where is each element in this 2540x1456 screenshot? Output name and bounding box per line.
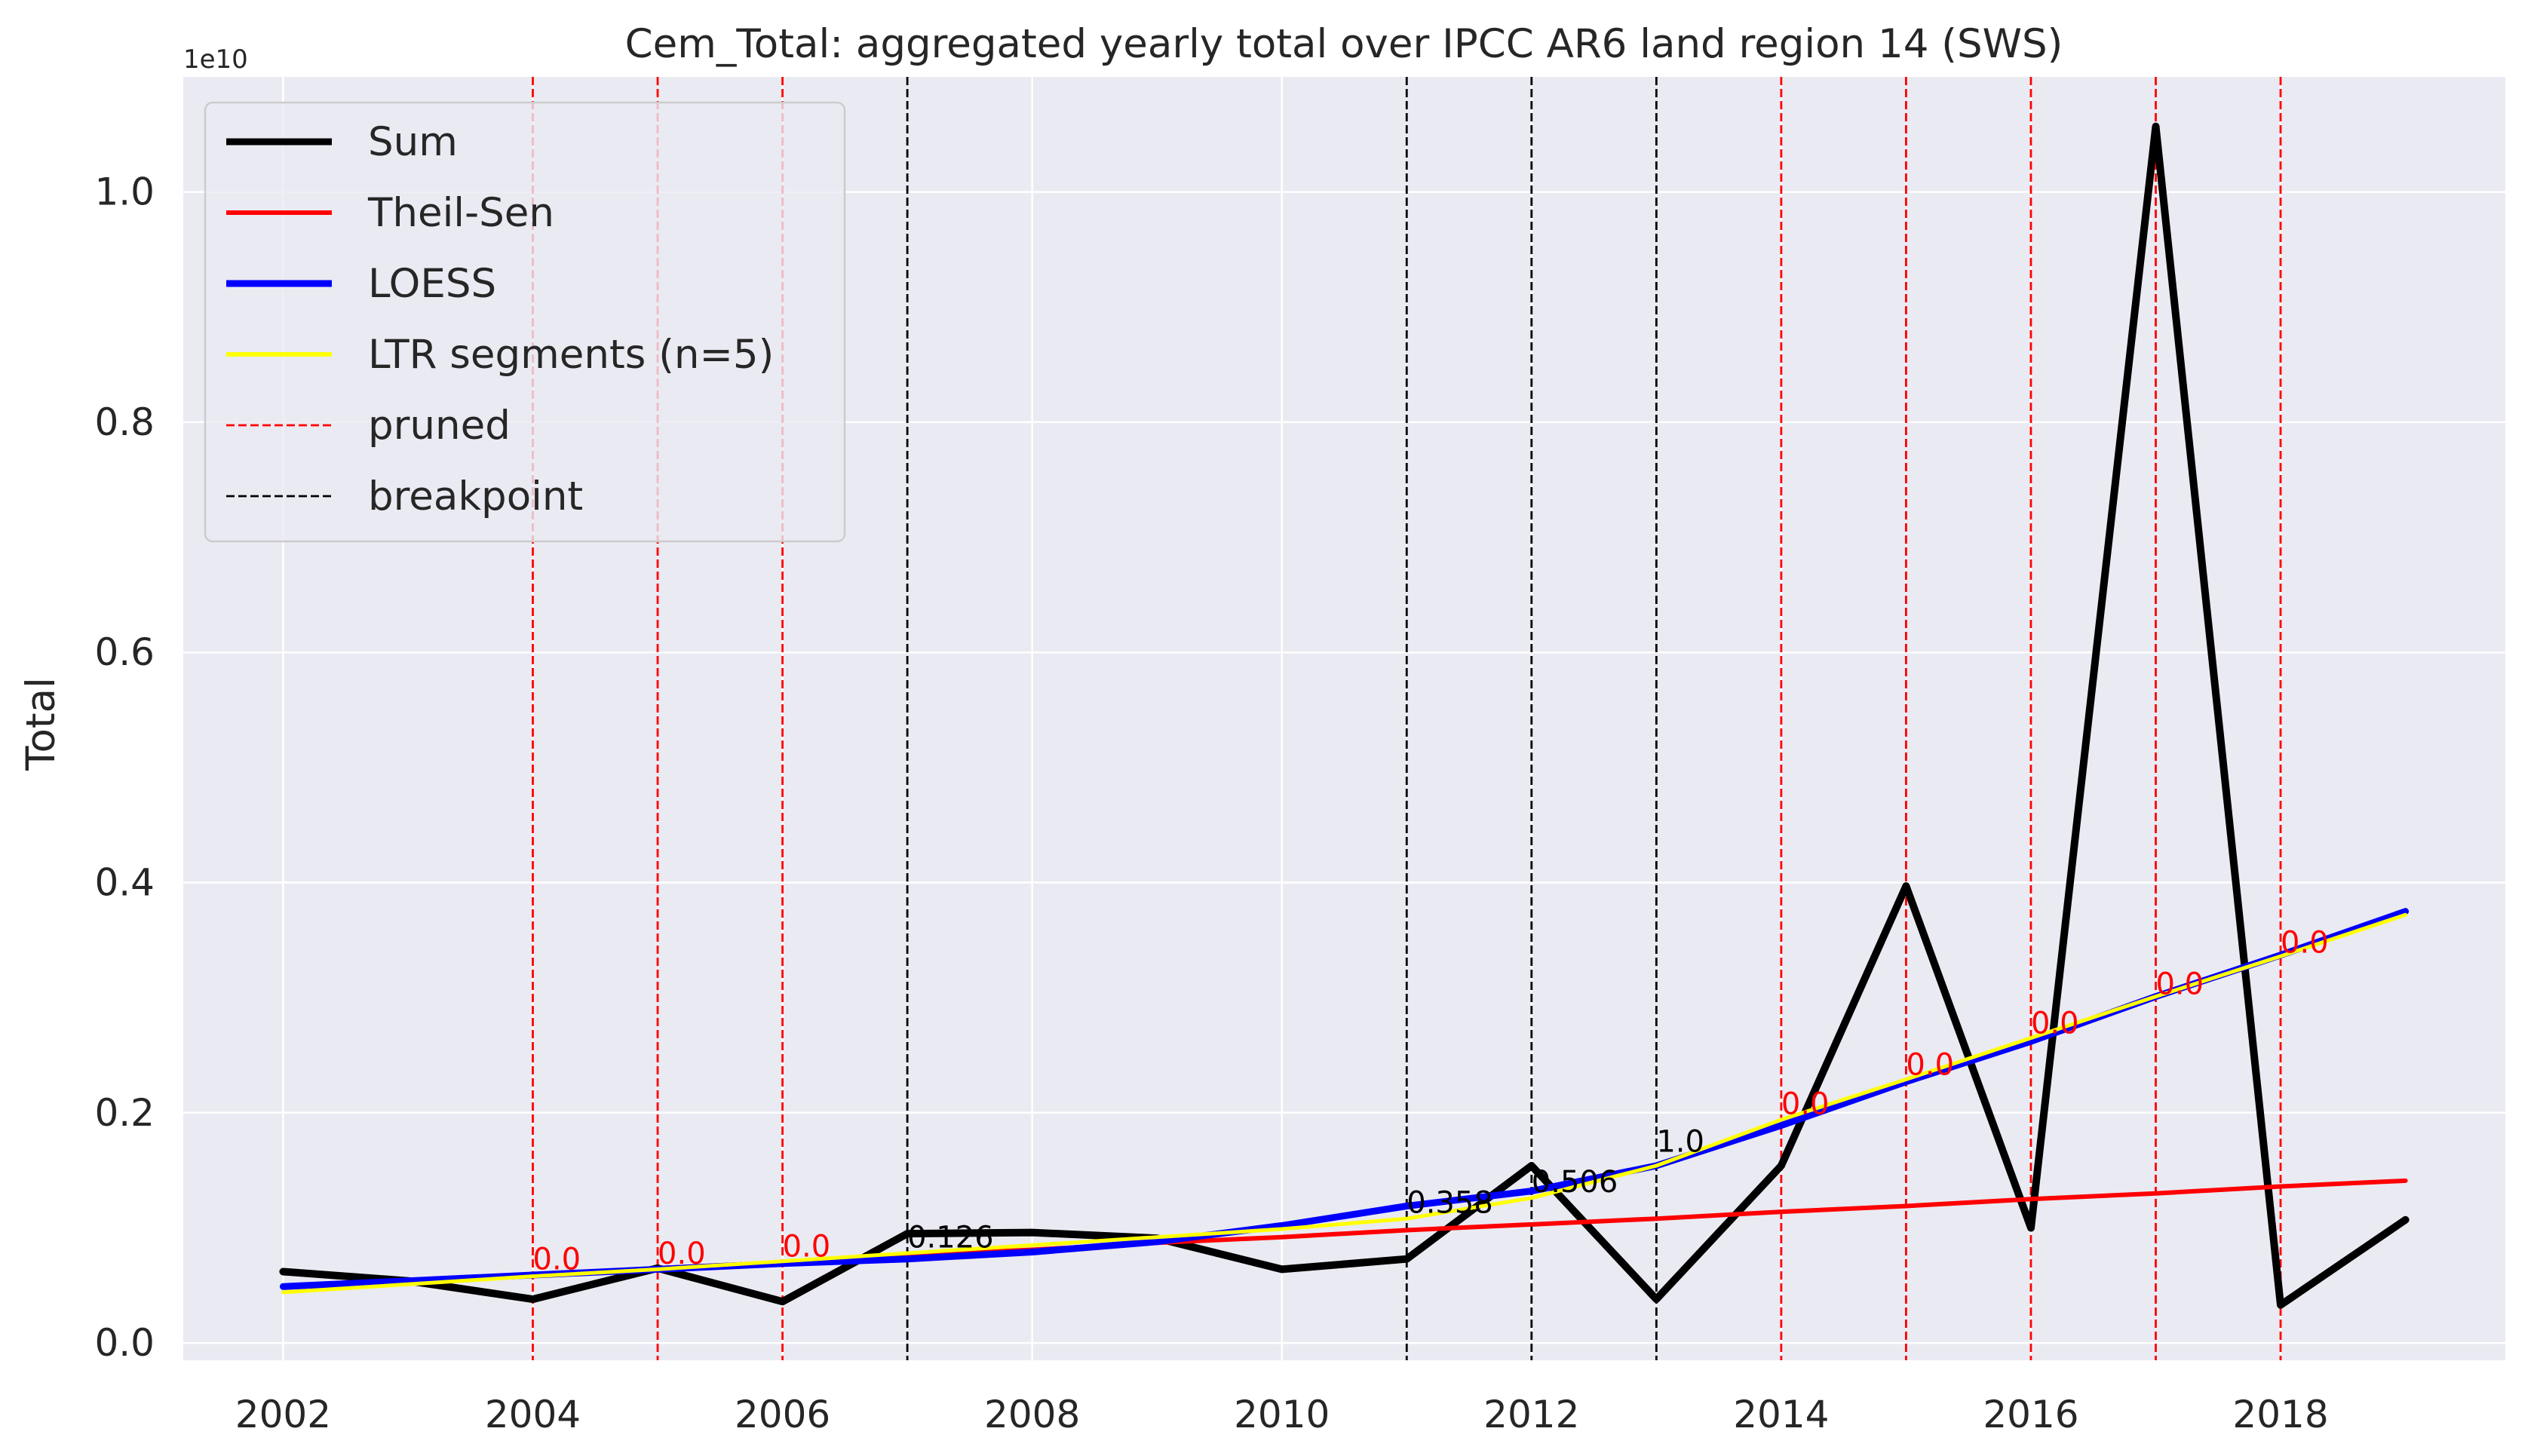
pruned-annotation: 0.0 <box>2281 926 2329 961</box>
x-tick-label: 2006 <box>735 1393 830 1436</box>
legend-label: LOESS <box>368 261 496 307</box>
x-tick-label: 2016 <box>1983 1393 2078 1436</box>
breakpoint-annotation: 1.0 <box>1656 1125 1704 1160</box>
legend-label: pruned <box>368 403 511 449</box>
y-tick-label: 1.0 <box>94 170 155 214</box>
pruned-annotation: 0.0 <box>1906 1047 1954 1082</box>
legend-label: Sum <box>368 119 458 165</box>
x-tick-labels: 2002 2004 2006 2008 2010 2012 2014 2016 2018 <box>235 1393 2329 1436</box>
series-lines <box>279 122 2410 1309</box>
x-tick-label: 2002 <box>235 1393 331 1436</box>
legend-label: Theil-Sen <box>367 190 554 236</box>
pruned-annotation: 0.0 <box>658 1237 706 1271</box>
breakpoint-annotation: 0.358 <box>1407 1186 1493 1221</box>
legend-label: LTR segments (n=5) <box>368 332 774 378</box>
y-axis-label: Total <box>18 677 64 771</box>
breakpoint-annotation: 0.506 <box>1532 1165 1618 1200</box>
pruned-annotation: 0.0 <box>2031 1006 2079 1041</box>
reference-lines <box>532 77 2282 1360</box>
x-tick-label: 2012 <box>1483 1393 1579 1436</box>
y-tick-label: 0.0 <box>94 1321 155 1365</box>
legend-label: breakpoint <box>368 474 583 520</box>
x-tick-label: 2014 <box>1733 1393 1829 1436</box>
y-tick-label: 0.4 <box>94 861 155 905</box>
x-tick-label: 2008 <box>984 1393 1080 1436</box>
chart-title: Cem_Total: aggregated yearly total over … <box>625 21 2063 67</box>
legend-box <box>204 101 846 543</box>
pruned-annotation: 0.0 <box>1781 1087 1830 1121</box>
line-annotations: 0.0 0.0 0.0 0.0 0.0 0.0 0.0 0.0 0.126 0.358 0.506 1… <box>533 926 2329 1277</box>
legend: Sum Theil-Sen LOESS LTR segments (n=5) prune… <box>204 101 846 543</box>
x-tick-label: 2010 <box>1234 1393 1330 1436</box>
pruned-annotation: 0.0 <box>533 1242 581 1277</box>
y-tick-label: 0.2 <box>94 1091 155 1135</box>
y-offset-label: 1e10 <box>183 44 248 75</box>
pruned-annotation: 0.0 <box>2155 967 2204 1002</box>
breakpoint-annotation: 0.126 <box>907 1220 994 1255</box>
pruned-annotation: 0.0 <box>783 1230 831 1264</box>
ltr-segments-line <box>281 912 2408 1295</box>
y-tick-label: 0.6 <box>94 630 155 674</box>
y-tick-labels: 0.0 0.2 0.4 0.6 0.8 1.0 <box>94 170 155 1365</box>
x-tick-label: 2018 <box>2232 1393 2328 1436</box>
y-tick-label: 0.8 <box>94 400 155 444</box>
x-tick-label: 2004 <box>485 1393 581 1436</box>
